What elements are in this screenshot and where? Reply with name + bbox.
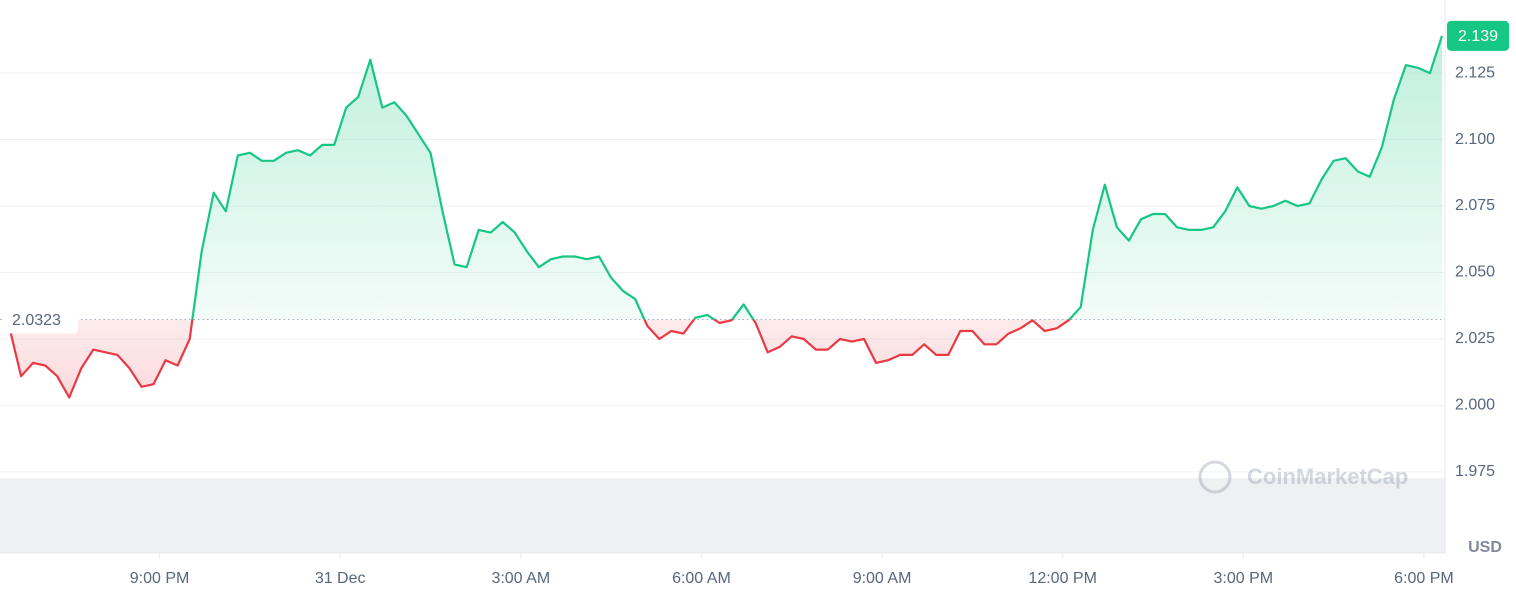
x-tick-label: 12:00 PM	[1028, 570, 1096, 587]
y-tick-label: 2.075	[1455, 197, 1495, 214]
watermark: CoinMarketCap	[1198, 460, 1408, 494]
last-price-label: 2.139	[1458, 28, 1498, 45]
y-tick-label: 2.125	[1455, 64, 1495, 81]
y-tick-label: 2.025	[1455, 330, 1495, 347]
y-tick-label: 2.050	[1455, 264, 1495, 281]
x-tick-label: 3:00 PM	[1214, 570, 1274, 587]
price-line	[7, 35, 1444, 399]
x-tick-label: 6:00 AM	[672, 570, 731, 587]
y-tick-label: 1.975	[1455, 463, 1495, 480]
x-tick-label: 3:00 AM	[491, 570, 550, 587]
y-axis-label: USD	[1468, 539, 1502, 556]
x-tick-label: 6:00 PM	[1394, 570, 1454, 587]
y-tick-label: 2.100	[1455, 131, 1495, 148]
baseline-label-box	[2, 305, 78, 334]
x-tick-label: 31 Dec	[315, 570, 366, 587]
watermark-logo	[1198, 460, 1232, 494]
x-tick-label: 9:00 AM	[853, 570, 912, 587]
volume-band	[0, 478, 1445, 553]
watermark-text: CoinMarketCap	[1247, 464, 1408, 489]
y-tick-label: 2.000	[1455, 397, 1495, 414]
price-area	[9, 35, 1442, 398]
labels: 1.975 2.000 2.025 2.050 2.075 2.100 2.125 9:00 …	[2, 20, 1509, 587]
x-tick-label: 9:00 PM	[130, 570, 190, 587]
last-price-box	[1447, 20, 1509, 51]
marks	[0, 35, 1445, 399]
baseline-label: 2.0323	[12, 312, 61, 329]
